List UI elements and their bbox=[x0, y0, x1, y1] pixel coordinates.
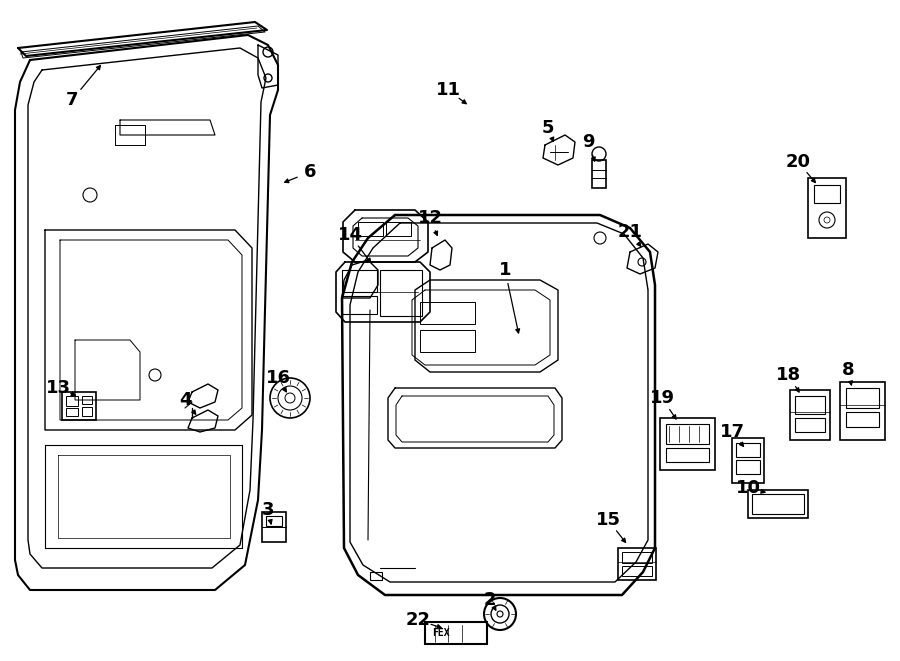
Text: 15: 15 bbox=[596, 511, 620, 529]
Bar bbox=[732, 438, 764, 483]
Bar bbox=[358, 222, 383, 236]
Bar bbox=[66, 396, 78, 406]
Bar bbox=[795, 418, 825, 432]
Bar bbox=[666, 424, 709, 444]
Text: 13: 13 bbox=[46, 379, 70, 397]
Bar bbox=[66, 408, 78, 416]
Text: 7: 7 bbox=[66, 91, 78, 109]
Bar bbox=[82, 407, 92, 416]
Bar bbox=[266, 516, 282, 526]
Bar bbox=[380, 270, 422, 316]
Bar bbox=[840, 382, 885, 440]
Bar bbox=[370, 572, 382, 580]
Text: 16: 16 bbox=[266, 369, 291, 387]
Bar bbox=[592, 160, 606, 188]
Text: 19: 19 bbox=[650, 389, 674, 407]
Text: 17: 17 bbox=[719, 423, 744, 441]
Text: 8: 8 bbox=[842, 361, 854, 379]
Text: 5: 5 bbox=[542, 119, 554, 137]
Bar bbox=[808, 178, 846, 238]
Bar bbox=[262, 512, 286, 542]
Text: 3: 3 bbox=[262, 501, 274, 519]
Text: 4: 4 bbox=[179, 391, 191, 409]
Bar bbox=[846, 412, 879, 427]
Text: FEX: FEX bbox=[432, 628, 450, 638]
Bar bbox=[736, 460, 760, 474]
Text: 12: 12 bbox=[418, 209, 443, 227]
Bar bbox=[420, 302, 475, 324]
Bar bbox=[814, 185, 840, 203]
Text: 14: 14 bbox=[338, 226, 363, 244]
Bar bbox=[790, 390, 830, 440]
Bar bbox=[736, 443, 760, 457]
Bar bbox=[342, 270, 377, 292]
Text: 21: 21 bbox=[617, 223, 643, 241]
Text: 22: 22 bbox=[406, 611, 430, 629]
Text: 2: 2 bbox=[484, 591, 496, 609]
Bar bbox=[622, 566, 652, 576]
Text: 18: 18 bbox=[776, 366, 801, 384]
Bar bbox=[618, 548, 656, 580]
Bar bbox=[622, 552, 652, 563]
Bar bbox=[666, 448, 709, 462]
Bar bbox=[752, 494, 804, 514]
Text: 11: 11 bbox=[436, 81, 461, 99]
Bar bbox=[748, 490, 808, 518]
Bar bbox=[342, 296, 377, 314]
Bar bbox=[420, 330, 475, 352]
Text: 9: 9 bbox=[581, 133, 594, 151]
Bar bbox=[62, 392, 96, 420]
Bar bbox=[795, 396, 825, 414]
Text: 6: 6 bbox=[304, 163, 316, 181]
Bar bbox=[386, 222, 411, 236]
Bar bbox=[82, 396, 92, 404]
Text: 1: 1 bbox=[499, 261, 511, 279]
Bar bbox=[660, 418, 715, 470]
Text: 20: 20 bbox=[786, 153, 811, 171]
Text: 10: 10 bbox=[735, 479, 760, 497]
Bar bbox=[846, 388, 879, 408]
Bar bbox=[425, 622, 487, 644]
